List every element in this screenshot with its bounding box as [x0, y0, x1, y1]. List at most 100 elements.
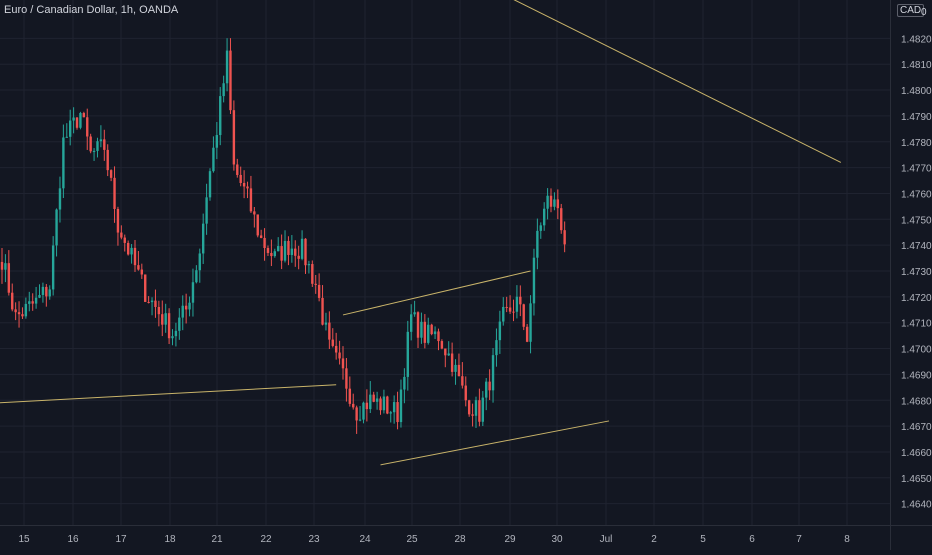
candle-body: [471, 414, 474, 416]
candle-body: [331, 339, 334, 346]
candle-body: [116, 208, 120, 233]
candle-body: [273, 251, 276, 257]
candle-body: [225, 50, 229, 84]
candle-body: [55, 209, 58, 246]
candle-body: [222, 83, 225, 97]
y-tick-label: 1.46400: [901, 500, 932, 511]
x-tick-label: 15: [18, 534, 30, 545]
candle-body: [191, 282, 195, 303]
candle-body: [31, 301, 34, 304]
candle-body: [556, 199, 560, 209]
candle-body: [4, 263, 7, 270]
candle-body: [24, 303, 28, 317]
x-tick-label: 16: [67, 534, 79, 545]
candle-body: [17, 312, 21, 315]
candle-body: [164, 313, 167, 325]
candle-body: [345, 368, 348, 389]
candle-body: [72, 117, 75, 121]
candle-body: [249, 188, 253, 212]
candle-body: [86, 117, 89, 137]
candle-body: [65, 136, 68, 138]
chart-title: Euro / Canadian Dollar, 1h, OANDA: [4, 4, 179, 16]
candle-body: [259, 235, 263, 238]
candle-body: [89, 136, 92, 152]
candle-body: [529, 303, 532, 342]
currency-suffix: 0: [921, 7, 927, 18]
candle-body: [140, 269, 144, 275]
price-axis[interactable]: 1.48200 1.48100 1.48000 1.47900 1.47800 1.477…: [901, 34, 932, 510]
candle-body: [508, 307, 512, 312]
candle-body: [51, 245, 55, 290]
y-tick-label: 1.47700: [901, 164, 932, 175]
x-tick-label: 8: [844, 534, 850, 545]
candle-body: [549, 195, 553, 207]
candle-body: [188, 302, 191, 310]
candle-body: [120, 232, 123, 238]
candle-body: [69, 120, 72, 137]
candle-body: [256, 214, 259, 236]
candle-body: [355, 407, 358, 421]
candles: [0, 38, 566, 434]
candle-body: [502, 306, 505, 322]
y-tick-label: 1.48100: [901, 60, 932, 71]
time-axis[interactable]: 15 16 17 18 21 22 23 24 25 28 29 30 Jul 2 5 6 7 8: [18, 534, 850, 545]
candle-body: [427, 324, 430, 343]
candle-body: [215, 135, 219, 148]
candle-body: [99, 139, 103, 142]
x-tick-label: 22: [260, 534, 272, 545]
candle-body: [372, 394, 375, 402]
currency-badge[interactable]: CAD: [897, 4, 925, 17]
x-tick-label: 23: [308, 534, 320, 545]
candle-body: [481, 397, 485, 422]
candle-body: [205, 197, 208, 224]
candle-body: [266, 247, 270, 253]
candle-body: [362, 402, 365, 420]
candle-body: [444, 348, 447, 356]
candle-body: [423, 321, 427, 343]
candle-body: [399, 389, 403, 423]
candle-body: [287, 240, 290, 255]
candle-body: [195, 270, 198, 283]
grid: [0, 0, 890, 525]
candle-body: [382, 396, 386, 411]
x-tick-label: 30: [551, 534, 563, 545]
candle-body: [338, 352, 341, 359]
candle-body: [392, 402, 396, 413]
candle-body: [130, 247, 133, 255]
x-tick-label: 6: [749, 534, 755, 545]
candle-body: [365, 402, 369, 410]
candle-body: [184, 305, 188, 310]
y-tick-label: 1.48000: [901, 86, 932, 97]
candle-body: [311, 264, 314, 284]
y-tick-label: 1.47600: [901, 189, 932, 200]
candle-body: [161, 314, 164, 325]
candle-body: [14, 309, 17, 313]
candle-body: [133, 247, 137, 266]
trendline[interactable]: [380, 420, 610, 466]
candle-body: [430, 324, 433, 335]
trendline[interactable]: [342, 270, 531, 316]
y-tick-label: 1.46900: [901, 370, 932, 381]
candle-body: [253, 211, 256, 215]
candle-body: [304, 238, 307, 266]
candle-body: [464, 385, 467, 401]
candle-body: [178, 317, 181, 331]
candle-body: [270, 252, 273, 257]
candle-body: [294, 248, 297, 256]
candle-body: [219, 96, 222, 136]
candle-body: [58, 188, 62, 210]
candle-body: [512, 311, 515, 313]
candle-body: [45, 286, 48, 297]
y-tick-label: 1.46700: [901, 422, 932, 433]
candle-body: [171, 336, 174, 339]
candle-body: [28, 301, 31, 304]
candle-body: [396, 402, 399, 423]
candle-body: [208, 171, 212, 198]
trendline[interactable]: [384, 0, 842, 163]
trendline[interactable]: [0, 384, 337, 416]
candle-body: [229, 50, 232, 111]
y-tick-label: 1.47400: [901, 241, 932, 252]
candle-body: [62, 137, 65, 189]
